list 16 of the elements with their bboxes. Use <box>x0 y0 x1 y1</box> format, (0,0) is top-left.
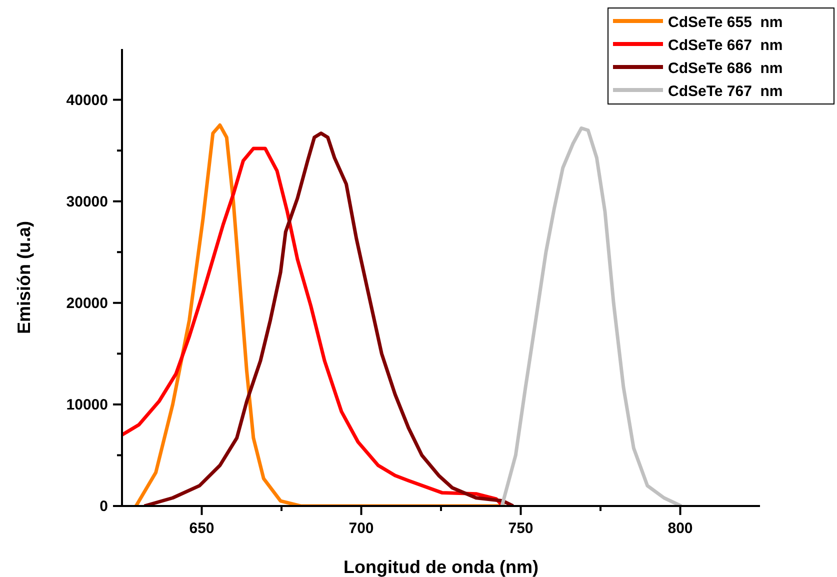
x-tick-label: 750 <box>508 520 534 537</box>
legend-label: CdSeTe 655 nm <box>668 14 783 31</box>
y-tick-label: 40000 <box>66 92 108 109</box>
x-tick-label: 700 <box>348 520 374 537</box>
x-tick-label: 650 <box>189 520 214 537</box>
y-axis-title: Emisión (u.a) <box>14 220 34 334</box>
legend-label: CdSeTe 686 nm <box>668 60 783 77</box>
y-tick-label: 20000 <box>66 294 108 312</box>
legend-label: CdSeTe 667 nm <box>668 37 783 54</box>
x-tick-label: 800 <box>668 520 693 537</box>
y-tick-label: 10000 <box>66 396 108 414</box>
y-tick-label: 0 <box>100 498 108 515</box>
x-axis-title: Longitud de onda (nm) <box>344 557 538 577</box>
line-series <box>500 126 683 506</box>
legend-label: CdSeTe 767 nm <box>668 83 783 100</box>
y-tick-label: 30000 <box>66 193 108 210</box>
